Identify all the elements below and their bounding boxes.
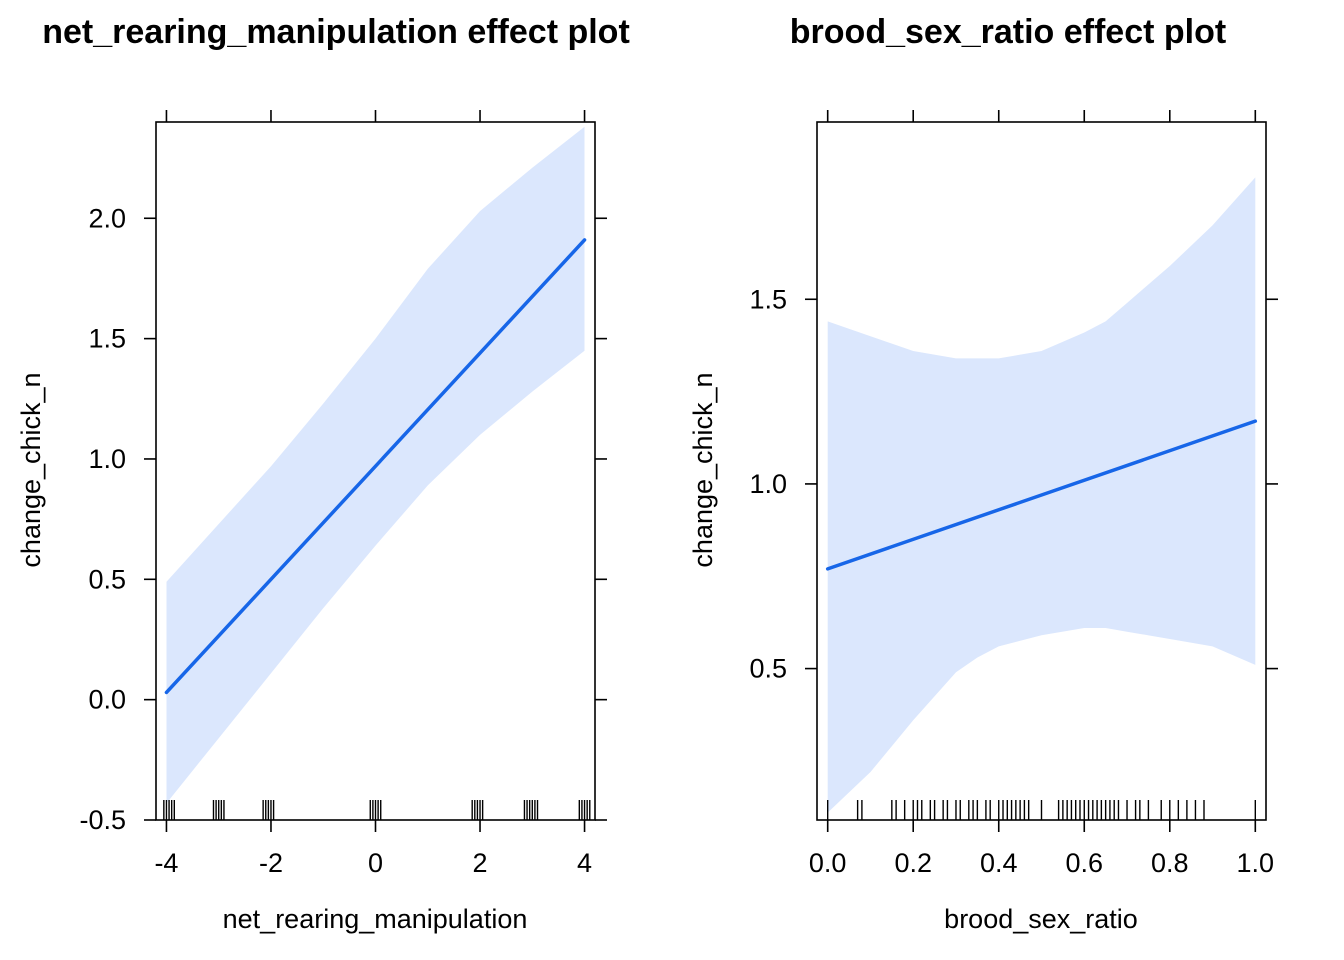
y-axis-label: change_chick_n [16,372,46,567]
y-tick-label: 1.5 [749,284,787,314]
x-tick-label: -4 [154,848,178,878]
y-tick-label: 1.0 [88,444,126,474]
y-tick-label: 0.5 [749,654,787,684]
brood-sex-ratio-panel: brood_sex_ratio effect plot brood_sex_ra… [688,13,1278,934]
y-tick-label: 1.5 [88,324,126,354]
panel-title: brood_sex_ratio effect plot [790,13,1226,51]
fitted-line [825,419,1258,571]
x-tick-label: 0.8 [1151,848,1189,878]
x-tick-label: 0.0 [809,848,847,878]
x-tick-label: 0.4 [980,848,1018,878]
y-tick-label: -0.5 [79,805,126,835]
net-rearing-manipulation-panel: net_rearing_manipulation effect plot net… [16,13,630,934]
x-axis-label: net_rearing_manipulation [223,904,528,934]
panel-title: net_rearing_manipulation effect plot [42,13,630,51]
y-tick-label: 1.0 [749,469,787,499]
x-axis-label: brood_sex_ratio [944,904,1138,934]
x-tick-label: 1.0 [1237,848,1275,878]
y-axis-label: change_chick_n [688,372,718,567]
x-tick-label: 0.2 [894,848,932,878]
fitted-line [164,238,587,695]
x-tick-label: 2 [473,848,488,878]
y-tick-label: 0.0 [88,685,126,715]
x-tick-label: 0.6 [1065,848,1103,878]
x-tick-label: -2 [259,848,283,878]
y-tick-label: 0.5 [88,564,126,594]
x-tick-label: 4 [577,848,592,878]
y-tick-label: 2.0 [88,203,126,233]
x-tick-label: 0 [368,848,383,878]
